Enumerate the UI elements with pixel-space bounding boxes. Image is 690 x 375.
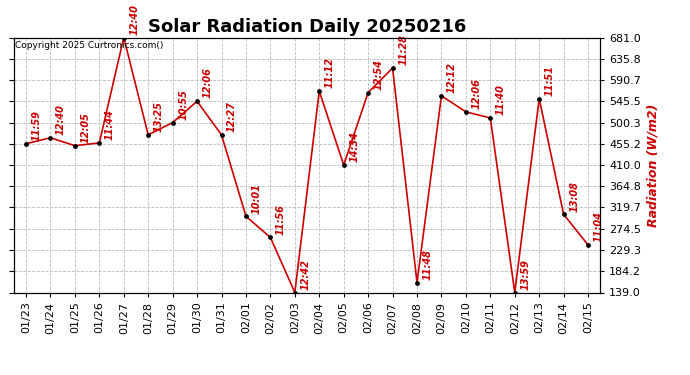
Text: 11:12: 11:12: [325, 57, 335, 88]
Point: [582, 242, 593, 248]
Text: 13:59: 13:59: [520, 259, 531, 290]
Text: 11:56: 11:56: [276, 204, 286, 235]
Text: 12:54: 12:54: [374, 59, 384, 90]
Point: [411, 280, 422, 286]
Point: [265, 234, 276, 240]
Title: Solar Radiation Daily 20250216: Solar Radiation Daily 20250216: [148, 18, 466, 36]
Text: 11:28: 11:28: [398, 34, 408, 65]
Point: [289, 290, 300, 296]
Point: [338, 162, 349, 168]
Text: 10:55: 10:55: [178, 89, 188, 120]
Point: [94, 140, 105, 146]
Text: 11:44: 11:44: [105, 109, 115, 140]
Text: 12:27: 12:27: [227, 101, 237, 132]
Text: 11:59: 11:59: [32, 110, 41, 141]
Text: 12:40: 12:40: [129, 4, 139, 35]
Point: [314, 88, 325, 94]
Point: [143, 132, 154, 138]
Text: 11:51: 11:51: [545, 65, 555, 96]
Text: 12:42: 12:42: [300, 259, 310, 290]
Text: 12:12: 12:12: [447, 62, 457, 93]
Text: 11:48: 11:48: [422, 249, 433, 280]
Point: [45, 135, 56, 141]
Text: 12:06: 12:06: [203, 68, 213, 99]
Text: 12:40: 12:40: [56, 104, 66, 135]
Point: [533, 96, 544, 102]
Text: 13:08: 13:08: [569, 181, 579, 212]
Point: [118, 34, 129, 40]
Point: [167, 120, 178, 126]
Text: 12:06: 12:06: [471, 78, 482, 109]
Point: [70, 143, 81, 149]
Text: 10:01: 10:01: [252, 183, 262, 213]
Point: [436, 93, 447, 99]
Point: [21, 141, 32, 147]
Text: 11:04: 11:04: [593, 211, 604, 242]
Point: [485, 115, 496, 121]
Point: [387, 65, 398, 71]
Point: [240, 213, 251, 219]
Point: [363, 90, 374, 96]
Point: [216, 132, 227, 138]
Text: 12:05: 12:05: [81, 112, 90, 143]
Text: 13:25: 13:25: [154, 101, 164, 132]
Point: [509, 290, 520, 296]
Point: [192, 98, 203, 104]
Point: [558, 211, 569, 217]
Point: [460, 109, 471, 115]
Text: Copyright 2025 Curtronics.com(): Copyright 2025 Curtronics.com(): [15, 41, 164, 50]
Text: 11:40: 11:40: [496, 84, 506, 115]
Text: 14:34: 14:34: [349, 131, 359, 162]
Y-axis label: Radiation (W/m2): Radiation (W/m2): [647, 104, 660, 226]
